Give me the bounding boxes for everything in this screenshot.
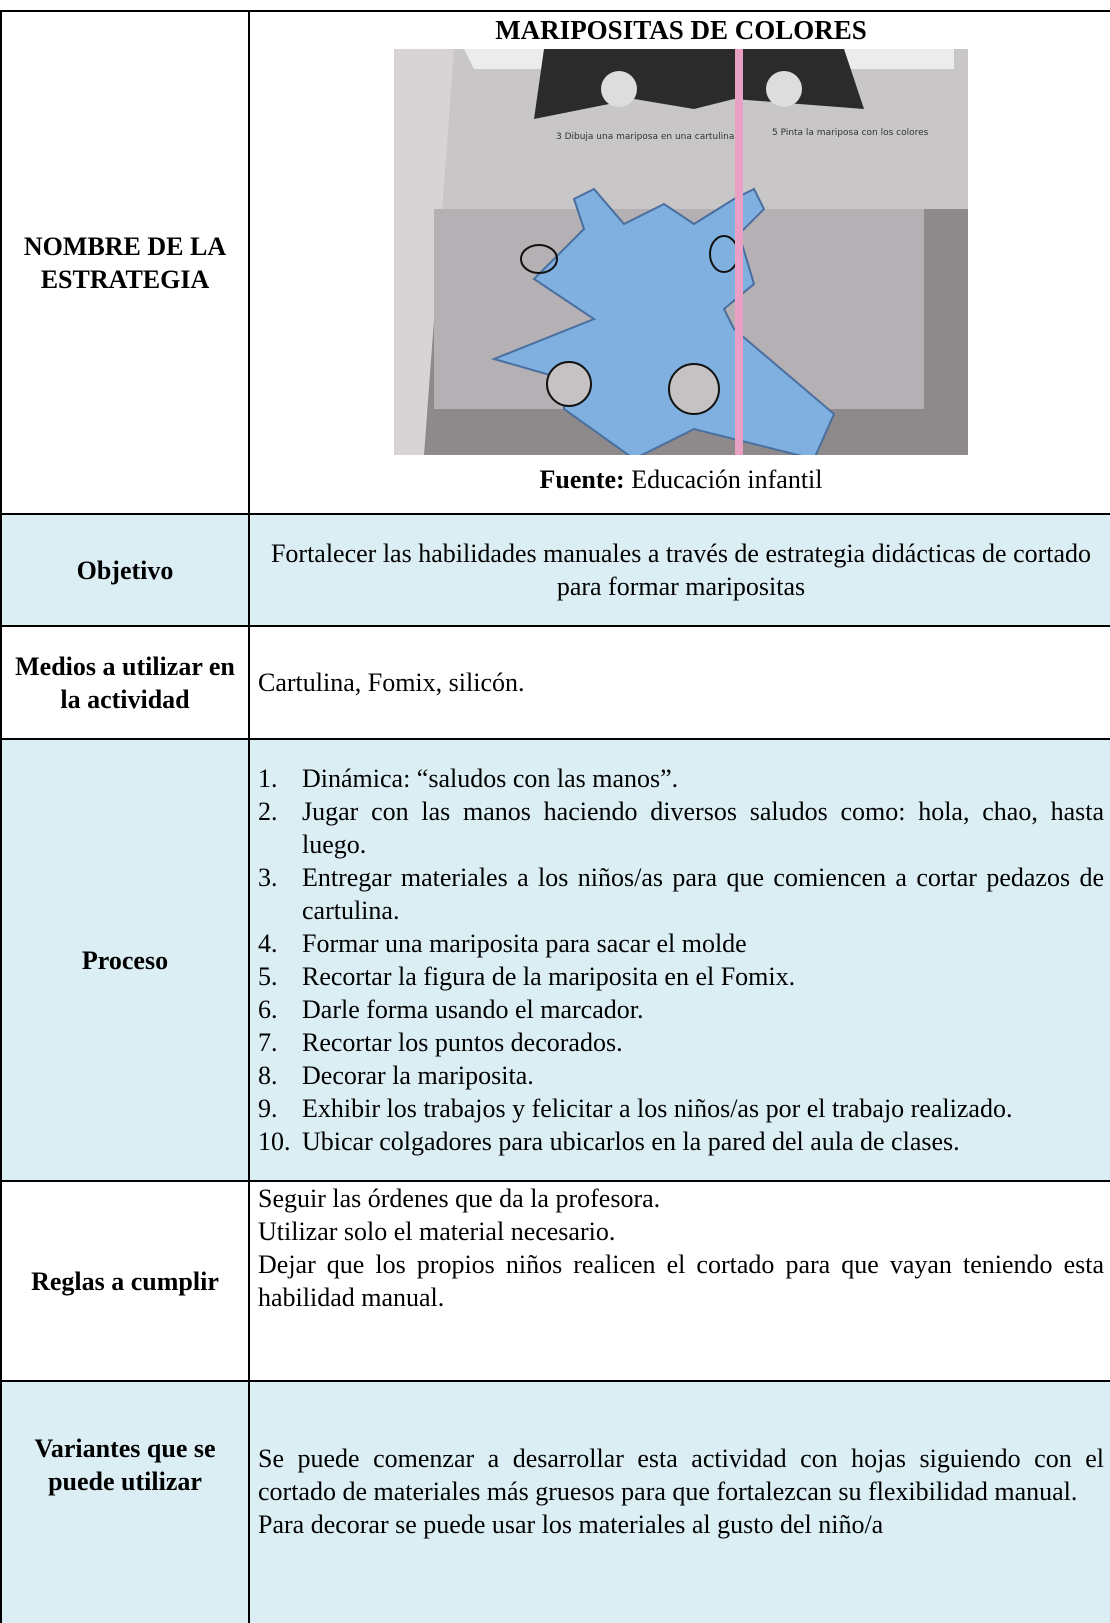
rule-line: Seguir las órdenes que da la profesora. <box>258 1184 661 1213</box>
process-item: 9. Exhibir los trabajos y felicitar a los… <box>258 1092 1104 1125</box>
item-number: 1. <box>258 764 278 793</box>
item-number: 10. <box>258 1127 291 1156</box>
item-text: Recortar los puntos decorados. <box>302 1028 623 1057</box>
item-text: Recortar la figura de la mariposita en e… <box>302 962 796 991</box>
photo: 3 Dibuja una mariposa en una cartulina 5… <box>394 49 968 455</box>
item-number: 5. <box>258 962 278 991</box>
item-number: 6. <box>258 995 278 1024</box>
strategy-title: MARIPOSITAS DE COLORES <box>495 15 867 45</box>
photo-text: 5 Pinta la mariposa con los colores <box>772 128 929 138</box>
process-item: 2. Jugar con las manos haciendo diversos … <box>258 795 1104 861</box>
item-text: Exhibir los trabajos y felicitar a los n… <box>302 1094 1013 1123</box>
rule-line: Utilizar solo el material necesario. <box>258 1217 616 1246</box>
strategy-table: NOMBRE DE LA ESTRATEGIA MARIPOSITAS DE C… <box>0 10 1110 1623</box>
rule-line: Dejar que los propios niños realicen el … <box>258 1250 1104 1312</box>
row-label: Reglas a cumplir <box>0 1180 250 1382</box>
variant-line: Se puede comenzar a desarrollar esta act… <box>258 1444 1104 1506</box>
row-label: Medios a utilizar en la actividad <box>0 625 250 740</box>
item-text: Dinámica: “saludos con las manos”. <box>302 764 679 793</box>
row-content: Fortalecer las habilidades manuales a tr… <box>248 513 1110 627</box>
item-number: 7. <box>258 1028 278 1057</box>
row-label: Variantes que se puede utilizar <box>0 1380 250 1623</box>
process-list: 1. Dinámica: “saludos con las manos”. 2. Ju… <box>248 738 1110 1182</box>
row-label: NOMBRE DE LA ESTRATEGIA <box>0 10 250 515</box>
row-label: Objetivo <box>0 513 250 627</box>
process-item: 8. Decorar la mariposita. <box>258 1059 1104 1092</box>
process-item: 4. Formar una mariposita para sacar el mo… <box>258 927 1104 960</box>
process-item: 1. Dinámica: “saludos con las manos”. <box>258 762 1104 795</box>
caption: Fuente: Educación infantil <box>258 463 1104 496</box>
caption-text: Educación infantil <box>631 465 823 494</box>
item-text: Decorar la mariposita. <box>302 1061 534 1090</box>
photo-text: 3 Dibuja una mariposa en una cartulina <box>556 132 734 142</box>
item-text: Darle forma usando el marcador. <box>302 995 644 1024</box>
item-number: 8. <box>258 1061 278 1090</box>
item-number: 3. <box>258 863 278 892</box>
caption-label: Fuente: <box>539 465 625 494</box>
variant-line: Para decorar se puede usar los materiale… <box>258 1510 884 1539</box>
item-text: Formar una mariposita para sacar el mold… <box>302 929 747 958</box>
item-number: 4. <box>258 929 278 958</box>
row-content: MARIPOSITAS DE COLORES 3 Dibuja una mari… <box>248 10 1110 515</box>
row-content: Cartulina, Fomix, silicón. <box>248 625 1110 740</box>
process-item: 3. Entregar materiales a los niños/as par… <box>258 861 1104 927</box>
process-item: 5. Recortar la figura de la mariposita en… <box>258 960 1104 993</box>
process-item: 10. Ubicar colgadores para ubicarlos en l… <box>258 1125 1104 1158</box>
item-number: 2. <box>258 797 278 826</box>
variants-list: Se puede comenzar a desarrollar esta act… <box>248 1380 1110 1623</box>
rules-list: Seguir las órdenes que da la profesora. U… <box>248 1180 1110 1382</box>
process-item: 7. Recortar los puntos decorados. <box>258 1026 1104 1059</box>
item-text: Entregar materiales a los niños/as para … <box>302 863 1104 925</box>
item-text: Ubicar colgadores para ubicarlos en la p… <box>302 1127 960 1156</box>
item-text: Jugar con las manos haciendo diversos sa… <box>302 797 1104 859</box>
item-number: 9. <box>258 1094 278 1123</box>
process-item: 6. Darle forma usando el marcador. <box>258 993 1104 1026</box>
row-label: Proceso <box>0 738 250 1182</box>
